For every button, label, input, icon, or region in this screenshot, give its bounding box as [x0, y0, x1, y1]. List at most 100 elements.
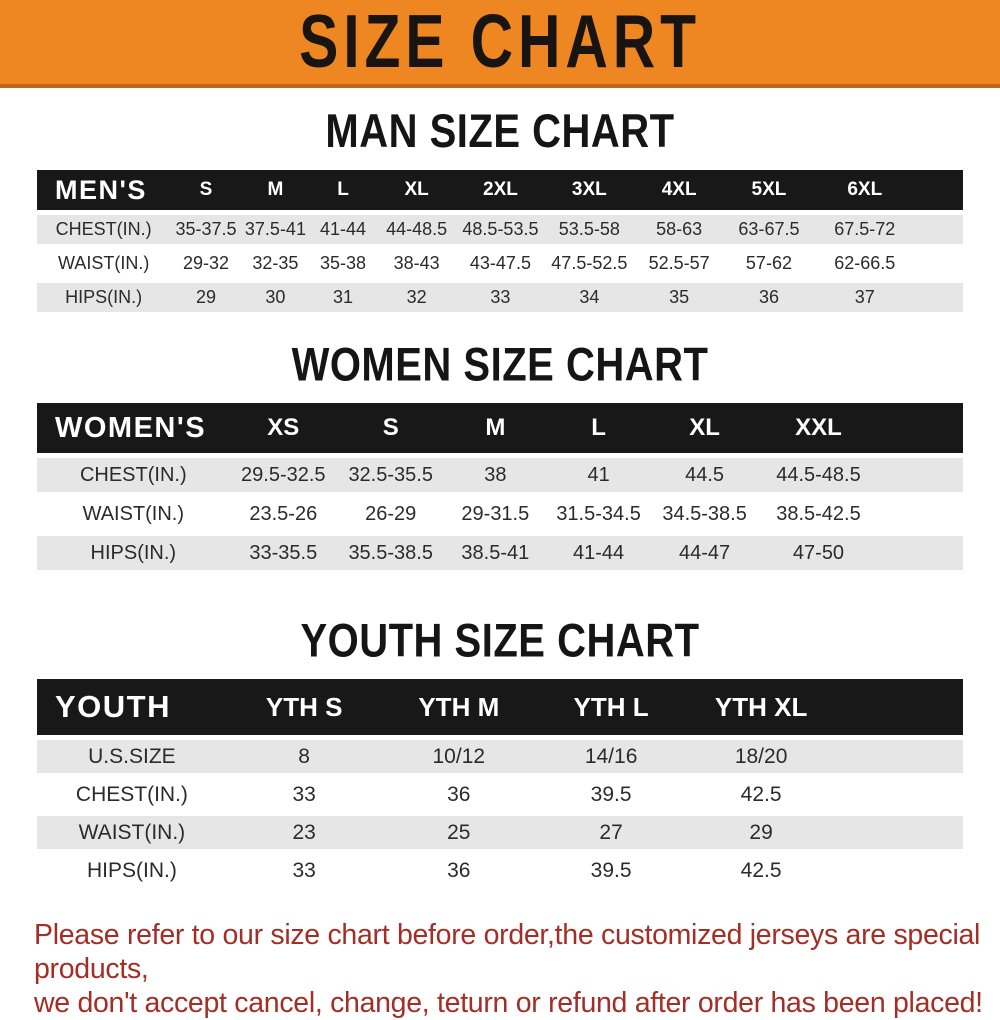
- size-cell: 57-62: [724, 249, 814, 278]
- table-header-label: YOUTH: [37, 679, 227, 735]
- size-cell: 35.5-38.5: [337, 536, 445, 570]
- row-filler: [878, 497, 963, 531]
- row-label: U.S.SIZE: [37, 740, 227, 773]
- column-header: M: [241, 170, 310, 210]
- row-filler: [836, 740, 963, 773]
- size-cell: 44.5: [650, 458, 759, 492]
- size-cell: 42.5: [686, 778, 837, 811]
- youth-size-chart-title: YOUTH SIZE CHART: [300, 614, 700, 667]
- table-row: CHEST(IN.) 29.5-32.5 32.5-35.5 38 41 44.5 44.5…: [37, 458, 963, 492]
- size-cell: 44-48.5: [376, 215, 457, 244]
- size-cell: 33: [456, 283, 545, 312]
- row-label: CHEST(IN.): [37, 458, 230, 492]
- row-filler: [878, 458, 963, 492]
- column-header: XL: [376, 170, 457, 210]
- size-cell: 29: [686, 816, 837, 849]
- size-cell: 58-63: [634, 215, 725, 244]
- size-cell: 31.5-34.5: [546, 497, 651, 531]
- size-cell: 38.5-42.5: [758, 497, 879, 531]
- table-row: WAIST(IN.) 23.5-26 26-29 29-31.5 31.5-34.5 34…: [37, 497, 963, 531]
- column-header: L: [309, 170, 377, 210]
- size-cell: 30: [241, 283, 310, 312]
- size-cell: 32: [376, 283, 457, 312]
- header-filler: [878, 403, 963, 453]
- size-cell: 52.5-57: [634, 249, 725, 278]
- size-cell: 29-32: [170, 249, 242, 278]
- row-filler: [836, 778, 963, 811]
- size-cell: 44-47: [650, 536, 759, 570]
- header-filler: [915, 170, 963, 210]
- man-size-chart-title: MAN SIZE CHART: [325, 105, 675, 158]
- size-cell: 37.5-41: [241, 215, 310, 244]
- column-header: 2XL: [456, 170, 545, 210]
- table-row: CHEST(IN.) 35-37.5 37.5-41 41-44 44-48.5 48.5…: [37, 215, 963, 244]
- size-cell: 29-31.5: [444, 497, 547, 531]
- size-cell: 38: [444, 458, 547, 492]
- table-row: WAIST(IN.) 23 25 27 29: [37, 816, 963, 849]
- row-filler: [915, 215, 963, 244]
- row-label: WAIST(IN.): [37, 497, 230, 531]
- size-cell: 38-43: [376, 249, 457, 278]
- row-label: HIPS(IN.): [37, 283, 171, 312]
- size-cell: 23.5-26: [229, 497, 337, 531]
- disclaimer-line-1: Please refer to our size chart before or…: [34, 919, 981, 985]
- table-header-row: YOUTH YTH S YTH M YTH L YTH XL: [37, 679, 963, 735]
- size-chart-banner: SIZE CHART: [0, 0, 1000, 88]
- size-cell: 37: [813, 283, 916, 312]
- table-row: CHEST(IN.) 33 36 39.5 42.5: [37, 778, 963, 811]
- column-header: YTH XL: [686, 679, 837, 735]
- row-label: HIPS(IN.): [37, 854, 227, 887]
- size-cell: 48.5-53.5: [456, 215, 545, 244]
- size-cell: 41-44: [546, 536, 651, 570]
- column-header: XXL: [758, 403, 879, 453]
- column-header: YTH M: [381, 679, 537, 735]
- women-size-chart-title: WOMEN SIZE CHART: [291, 338, 709, 391]
- size-cell: 27: [536, 816, 687, 849]
- row-filler: [836, 854, 963, 887]
- size-cell: 35-38: [309, 249, 377, 278]
- size-cell: 34: [544, 283, 635, 312]
- men-size-table: MEN'S S M L XL 2XL 3XL 4XL 5XL 6XL CHEST(IN.) 35-37…: [37, 165, 963, 317]
- row-label: HIPS(IN.): [37, 536, 230, 570]
- size-cell: 32-35: [241, 249, 310, 278]
- header-filler: [836, 679, 963, 735]
- size-cell: 33: [226, 854, 382, 887]
- row-filler: [915, 249, 963, 278]
- size-cell: 33-35.5: [229, 536, 337, 570]
- table-row: U.S.SIZE 8 10/12 14/16 18/20: [37, 740, 963, 773]
- size-cell: 26-29: [337, 497, 445, 531]
- column-header: S: [337, 403, 445, 453]
- size-chart-banner-title: SIZE CHART: [299, 0, 701, 84]
- size-cell: 36: [381, 854, 537, 887]
- column-header: M: [444, 403, 547, 453]
- column-header: XS: [229, 403, 337, 453]
- size-cell: 25: [381, 816, 537, 849]
- size-cell: 35: [634, 283, 725, 312]
- size-cell: 39.5: [536, 854, 687, 887]
- disclaimer-text: Please refer to our size chart before or…: [34, 918, 1000, 1020]
- man-size-section: MAN SIZE CHART MEN'S S M L XL 2XL 3XL 4XL 5XL 6XL…: [0, 106, 1000, 317]
- table-header-label: MEN'S: [37, 170, 171, 210]
- youth-size-section: YOUTH SIZE CHART YOUTH YTH S YTH M YTH L YTH…: [0, 615, 1000, 892]
- women-size-section: WOMEN SIZE CHART WOMEN'S XS S M L XL XXL CHEST(…: [0, 339, 1000, 575]
- size-cell: 33: [226, 778, 382, 811]
- size-cell: 10/12: [381, 740, 537, 773]
- table-row: WAIST(IN.) 29-32 32-35 35-38 38-43 43-47.5 47.…: [37, 249, 963, 278]
- row-label: CHEST(IN.): [37, 215, 171, 244]
- size-cell: 38.5-41: [444, 536, 547, 570]
- women-size-table: WOMEN'S XS S M L XL XXL CHEST(IN.) 29.5-32.5 32.5…: [37, 398, 963, 575]
- size-cell: 47-50: [758, 536, 879, 570]
- size-cell: 8: [226, 740, 382, 773]
- table-header-row: MEN'S S M L XL 2XL 3XL 4XL 5XL 6XL: [37, 170, 963, 210]
- size-cell: 36: [724, 283, 814, 312]
- size-cell: 62-66.5: [813, 249, 916, 278]
- row-label: WAIST(IN.): [37, 816, 227, 849]
- row-filler: [915, 283, 963, 312]
- youth-size-table: YOUTH YTH S YTH M YTH L YTH XL U.S.SIZE 8 10/12…: [37, 674, 963, 892]
- column-header: 6XL: [813, 170, 916, 210]
- size-cell: 41-44: [309, 215, 377, 244]
- row-label: CHEST(IN.): [37, 778, 227, 811]
- column-header: L: [546, 403, 651, 453]
- column-header: 3XL: [544, 170, 635, 210]
